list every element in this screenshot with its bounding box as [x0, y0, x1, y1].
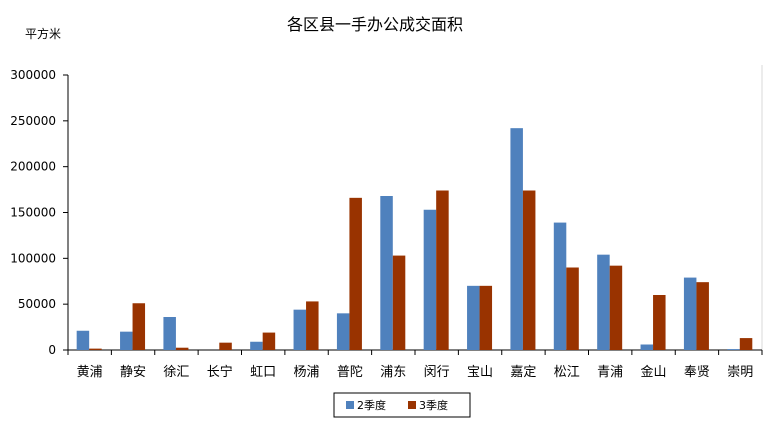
bar-q3	[175, 347, 189, 350]
bar-q2	[163, 317, 176, 350]
bar-q2	[510, 128, 523, 350]
bar-q2	[467, 285, 480, 350]
bar-q2	[553, 222, 567, 350]
y-tick-label: 300000	[10, 68, 56, 82]
x-tick-label: 金山	[641, 364, 667, 380]
x-tick-label: 静安	[120, 365, 146, 380]
bar-q3	[696, 282, 709, 350]
legend-box	[333, 392, 471, 418]
y-tick-label: 0	[48, 343, 56, 357]
x-tick-label: 松江	[554, 365, 580, 380]
legend-swatch	[346, 401, 354, 409]
bar-q3	[479, 285, 493, 350]
x-tick-label: 闵行	[424, 365, 450, 380]
bar-q2	[250, 341, 263, 350]
x-tick-label: 青浦	[597, 365, 623, 380]
legend: 2季度 3季度	[333, 392, 471, 418]
x-tick-label: 长宁	[207, 364, 233, 380]
x-tick-label: 嘉定	[510, 365, 536, 380]
bar-q3	[89, 348, 102, 350]
bar-q3	[739, 338, 753, 350]
y-tick-label: 50000	[18, 297, 56, 311]
bar-q2	[120, 331, 133, 350]
y-tick-label: 200000	[10, 160, 56, 174]
bar-q3	[653, 295, 666, 350]
x-tick-label: 徐汇	[163, 365, 189, 380]
bar-q3	[349, 197, 362, 350]
y-tick-label: 100000	[10, 251, 56, 265]
bar-q2	[336, 313, 350, 350]
x-tick-label: 黄浦	[77, 365, 103, 380]
bar-q2	[76, 330, 90, 350]
bar-q3	[522, 190, 536, 350]
bar-q3	[436, 190, 449, 350]
x-tick-label: 宝山	[467, 365, 493, 380]
legend-label: 3季度	[419, 398, 448, 412]
x-tick-label: 浦东	[380, 365, 406, 380]
x-tick-label: 杨浦	[294, 365, 320, 380]
y-tick-label: 250000	[10, 114, 56, 128]
chart-title: 各区县一手办公成交面积	[287, 15, 463, 34]
bar-q2	[640, 344, 654, 350]
bar-q2	[380, 196, 393, 350]
bar-q2	[683, 277, 697, 350]
bar-q2	[727, 349, 740, 350]
bar-q2	[293, 309, 307, 350]
bar-q3	[306, 301, 319, 350]
bar-q3	[566, 267, 579, 350]
bar-q3	[262, 332, 276, 350]
x-tick-label: 奉贤	[684, 365, 710, 380]
bar-q3	[609, 265, 623, 350]
legend-swatch	[408, 401, 416, 409]
x-tick-label: 虹口	[250, 365, 276, 380]
x-tick-label: 崇明	[727, 365, 753, 380]
bar-q3	[132, 303, 146, 350]
y-tick-label: 150000	[10, 206, 56, 220]
bar-q3	[392, 255, 406, 350]
bar-q3	[219, 342, 232, 350]
y-axis-label: 平方米	[25, 26, 61, 41]
legend-label: 2季度	[357, 398, 386, 412]
bar-q2	[423, 209, 437, 350]
bar-q2	[597, 254, 610, 350]
plot-area: 0 50000 100000 150000 200000 250000 300000 黄浦 静安…	[10, 65, 763, 380]
x-tick-label: 普陀	[337, 364, 363, 380]
